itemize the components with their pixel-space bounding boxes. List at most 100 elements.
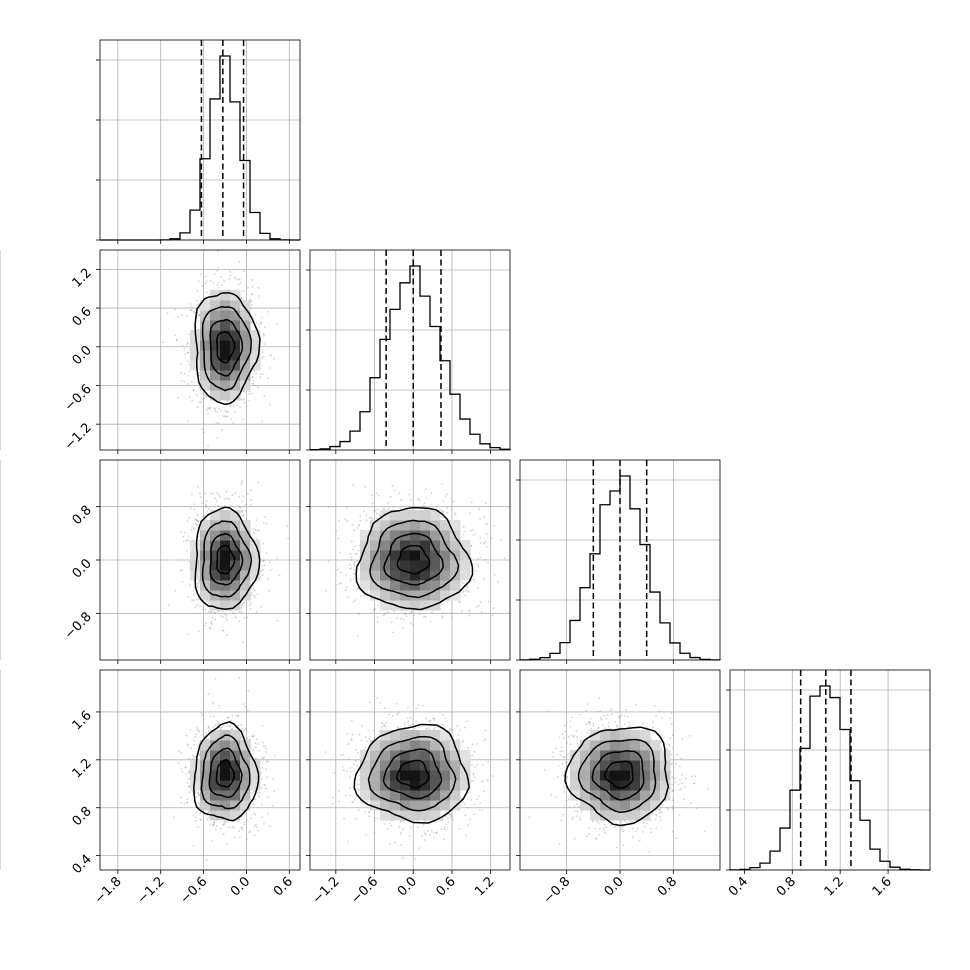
scatter-point xyxy=(273,357,275,360)
scatter-point xyxy=(278,574,281,576)
scatter-point xyxy=(469,529,472,532)
scatter-point xyxy=(478,508,481,511)
scatter-point xyxy=(218,286,220,289)
scatter-point xyxy=(252,379,255,382)
x-tick-label: 0.4 xyxy=(726,874,751,899)
scatter-point xyxy=(194,523,197,525)
density-cell xyxy=(190,540,201,551)
scatter-point xyxy=(232,611,235,614)
scatter-point xyxy=(220,409,223,412)
scatter-point xyxy=(196,394,199,396)
scatter-point xyxy=(351,548,354,551)
scatter-point xyxy=(479,556,482,559)
scatter-point xyxy=(252,587,255,590)
scatter-point xyxy=(228,277,231,280)
scatter-point xyxy=(251,392,254,395)
scatter-point xyxy=(348,567,351,570)
scatter-point xyxy=(199,492,201,495)
scatter-point xyxy=(204,393,207,396)
density-cell xyxy=(210,390,221,401)
scatter-point xyxy=(268,367,271,369)
scatter-point xyxy=(351,540,353,543)
scatter-point xyxy=(454,512,456,514)
scatter-point xyxy=(233,276,236,279)
scatter-point xyxy=(223,280,225,282)
scatter-point xyxy=(344,518,347,521)
density-cell xyxy=(410,570,421,581)
scatter-point xyxy=(262,542,264,545)
scatter-point xyxy=(475,570,477,572)
scatter-point xyxy=(234,277,237,280)
scatter-point xyxy=(337,537,340,540)
scatter-point xyxy=(195,299,198,302)
scatter-point xyxy=(261,373,264,376)
scatter-point xyxy=(262,574,264,577)
scatter-point xyxy=(184,372,186,375)
y-tick-label: −1.2 xyxy=(62,420,95,453)
scatter-point xyxy=(356,526,359,529)
scatter-point xyxy=(365,514,368,516)
scatter-point xyxy=(197,582,200,584)
scatter-point xyxy=(446,511,448,514)
density-cell xyxy=(200,350,211,361)
scatter-point xyxy=(263,334,265,337)
scatter-point xyxy=(435,506,438,508)
density-cell xyxy=(450,580,461,591)
scatter-point xyxy=(339,571,342,574)
scatter-point xyxy=(193,527,196,530)
density-cell xyxy=(410,550,421,561)
scatter-point xyxy=(410,611,413,614)
scatter-point xyxy=(475,563,478,566)
scatter-point xyxy=(240,607,243,609)
scatter-point xyxy=(237,278,240,281)
density-cell xyxy=(380,540,391,551)
scatter-point xyxy=(189,303,192,305)
scatter-point xyxy=(240,483,243,486)
scatter-point xyxy=(235,617,238,619)
scatter-point xyxy=(235,404,238,407)
density-cell xyxy=(220,290,231,301)
scatter-point xyxy=(257,481,260,484)
scatter-point xyxy=(247,286,250,289)
scatter-point xyxy=(186,633,189,635)
scatter-point xyxy=(201,428,204,430)
scatter-point xyxy=(199,496,202,498)
scatter-point xyxy=(393,610,396,613)
scatter-point xyxy=(234,411,236,413)
scatter-point xyxy=(250,321,253,323)
scatter-point xyxy=(467,590,470,593)
scatter-point xyxy=(377,604,379,607)
scatter-point xyxy=(250,503,252,506)
y-tick-label: 0.8 xyxy=(70,503,95,528)
scatter-point xyxy=(215,422,218,424)
scatter-point xyxy=(417,497,420,500)
scatter-point xyxy=(188,363,191,366)
scatter-point xyxy=(229,404,232,407)
scatter-point xyxy=(399,617,402,620)
scatter-point xyxy=(239,406,241,409)
scatter-point xyxy=(446,507,449,509)
scatter-point xyxy=(238,505,240,508)
scatter-point xyxy=(260,316,263,319)
y-tick-label: −0.6 xyxy=(62,382,95,415)
scatter-point xyxy=(461,610,463,613)
scatter-point xyxy=(242,641,245,644)
scatter-point xyxy=(503,557,506,560)
scatter-point xyxy=(255,372,258,375)
density-cell xyxy=(220,340,231,351)
scatter-point xyxy=(440,509,443,511)
scatter-point xyxy=(214,618,216,621)
scatter-point xyxy=(444,495,447,497)
scatter-point xyxy=(202,608,204,611)
scatter-point xyxy=(423,615,425,618)
scatter-point xyxy=(207,444,209,447)
scatter-point xyxy=(233,836,236,839)
scatter-point xyxy=(261,565,264,567)
scatter-point xyxy=(222,629,225,632)
scatter-point xyxy=(227,410,230,413)
scatter-point xyxy=(188,757,191,760)
scatter-point xyxy=(240,511,243,513)
density-cell xyxy=(220,300,231,311)
density-cell xyxy=(430,590,441,601)
scatter-point xyxy=(350,559,353,561)
